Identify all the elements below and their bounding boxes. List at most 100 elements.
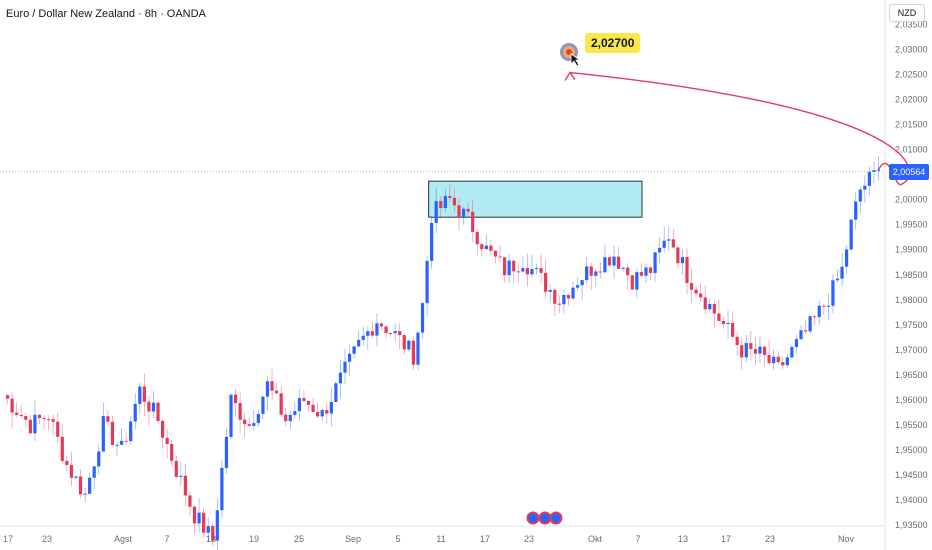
candle-body (817, 305, 821, 318)
candle-body (284, 414, 288, 422)
candle-body (694, 289, 698, 294)
candle-body (521, 268, 525, 272)
x-tick-label: Agst (114, 534, 133, 544)
y-tick-label: 2,01500 (895, 120, 928, 130)
candle-body (566, 295, 571, 299)
candle-body (794, 339, 799, 348)
candle-body (275, 390, 279, 394)
y-tick-label: 1,97000 (895, 345, 928, 355)
candle-body (110, 421, 115, 446)
candle-body (361, 335, 365, 340)
y-tick-label: 1,94000 (895, 495, 928, 505)
candle-body (306, 400, 311, 405)
x-tick-label: Sep (345, 534, 361, 544)
candle-body (503, 257, 507, 276)
projection-curve (569, 71, 911, 186)
candle-body (179, 475, 183, 477)
candle-body (83, 493, 87, 495)
y-tick-label: 1,96500 (895, 370, 928, 380)
candle-body (74, 476, 78, 478)
candle-body (215, 510, 219, 541)
candle-body (60, 436, 64, 461)
x-tick-label: 5 (395, 534, 400, 544)
candle-body (47, 419, 51, 421)
y-tick-label: 1,95500 (895, 420, 928, 430)
candle-body (803, 330, 808, 332)
x-tick-label: 19 (249, 534, 259, 544)
y-tick-label: 1,99500 (895, 220, 928, 230)
candle-body (439, 201, 443, 209)
candle-body (407, 340, 411, 350)
candle-body (480, 244, 484, 250)
candle-body (325, 410, 329, 414)
candle-body (370, 331, 374, 336)
candle-body (288, 414, 292, 422)
candle-body (548, 289, 552, 292)
candle-body (772, 356, 776, 364)
candle-body (589, 266, 593, 276)
projection-arrowhead (564, 71, 576, 81)
candle-body (206, 526, 210, 533)
currency-button[interactable]: NZD (889, 4, 925, 22)
candle-body (461, 208, 466, 218)
x-tick-label: 23 (524, 534, 534, 544)
candle-body (389, 333, 393, 335)
candle-body (252, 423, 256, 426)
candle-body (553, 289, 557, 304)
candle-body (416, 332, 420, 365)
y-tick-label: 2,03000 (895, 45, 928, 55)
candle-body (28, 419, 32, 434)
candle-body (366, 331, 370, 336)
candle-body (781, 362, 785, 366)
candle-body (434, 201, 438, 223)
y-tick-label: 1,95000 (895, 445, 928, 455)
candle-body (124, 440, 128, 442)
candle-body (835, 278, 840, 281)
candle-body (845, 249, 849, 267)
candle-body (129, 421, 133, 442)
y-tick-label: 1,94500 (895, 470, 928, 480)
candle-body (119, 440, 124, 445)
candle-body (338, 372, 343, 384)
candle-body (69, 464, 73, 478)
candle-body (790, 347, 794, 358)
candle-body (151, 402, 156, 412)
candle-body (393, 331, 397, 334)
candle-body (726, 322, 730, 325)
candle-body (680, 257, 685, 264)
candle-body (776, 356, 780, 363)
candle-body (876, 169, 881, 171)
current-price-tag: 2,00564 (889, 164, 929, 180)
y-tick-label: 2,02000 (895, 95, 928, 105)
candle-body (863, 185, 867, 190)
candle-body (165, 437, 169, 444)
candle-body (854, 201, 858, 220)
candle-body (238, 403, 242, 420)
candle-body (785, 357, 789, 366)
candle-body (635, 272, 639, 290)
candle-body (448, 195, 452, 198)
x-tick-label: 7 (164, 534, 169, 544)
candle-body (192, 506, 197, 524)
candle-body (220, 467, 224, 511)
candle-body (347, 353, 352, 362)
candle-body (708, 304, 712, 310)
y-tick-label: 1,93500 (895, 520, 928, 530)
candle-body (293, 411, 297, 415)
candle-body (138, 386, 142, 404)
candle-body (721, 321, 726, 325)
candle-body (585, 266, 589, 281)
x-tick-label: 13 (678, 534, 688, 544)
candle-body (753, 349, 757, 354)
candle-body (443, 195, 447, 209)
y-tick-label: 2,02500 (895, 70, 928, 80)
x-tick-label: Nov (838, 534, 855, 544)
candle-body (667, 239, 671, 241)
candle-body (498, 256, 502, 258)
candle-body (867, 172, 871, 186)
candle-body (19, 415, 23, 417)
candle-body (525, 268, 529, 275)
candle-body (639, 272, 643, 276)
candle-body (452, 197, 457, 206)
